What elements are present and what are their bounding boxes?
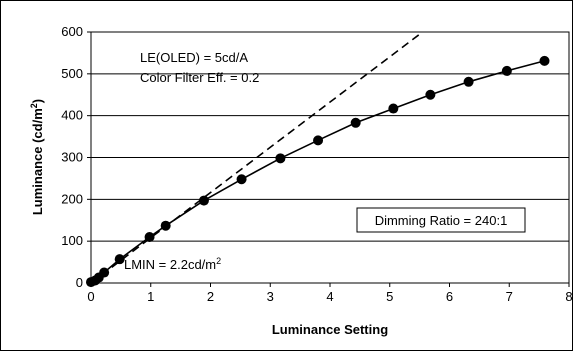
x-tick-label: 5 (386, 289, 393, 304)
x-tick-label: 7 (506, 289, 513, 304)
annotation-lmin: LMIN = 2.2cd/m2 (124, 256, 221, 272)
data-point (198, 195, 209, 206)
x-tick-label: 3 (267, 289, 274, 304)
annotation-lmin-superscript: 2 (216, 256, 221, 266)
y-tick-label: 600 (61, 24, 83, 39)
x-tick-label: 1 (147, 289, 154, 304)
axis-ticks: 0 100 200 300 400 500 600 0 1 2 3 4 5 6 7 8 (61, 24, 572, 304)
annotation-color-filter: Color Filter Eff. = 0.2 (140, 70, 259, 85)
data-point (144, 231, 155, 242)
annotation-dimming-ratio: Dimming Ratio = 240:1 (375, 213, 508, 228)
y-tick-label: 200 (61, 191, 83, 206)
y-tick-label: 0 (76, 275, 83, 290)
y-tick-label: 300 (61, 150, 83, 165)
data-point (388, 103, 399, 114)
data-point (236, 174, 247, 185)
y-tick-label: 500 (61, 66, 83, 81)
x-tick-label: 2 (207, 289, 214, 304)
dashed-reference-line (90, 31, 424, 284)
dimming-ratio-box (356, 207, 526, 233)
series-line (90, 60, 545, 283)
data-point (114, 254, 125, 265)
x-tick-label: 8 (565, 289, 572, 304)
y-tick-label: 100 (61, 233, 83, 248)
y-axis-title-superscript: 2 (29, 103, 39, 108)
x-axis-title: Luminance Setting (272, 322, 388, 337)
data-point (350, 117, 361, 128)
data-point (463, 76, 474, 87)
data-point (313, 135, 324, 146)
x-tick-label: 4 (326, 289, 333, 304)
data-point (539, 55, 550, 66)
data-point (501, 65, 512, 76)
data-point (425, 89, 436, 100)
y-axis-title: Luminance (cd/m2) (29, 99, 45, 215)
x-tick-label: 0 (87, 289, 94, 304)
data-point (275, 153, 286, 164)
x-tick-label: 6 (446, 289, 453, 304)
y-tick-label: 400 (61, 108, 83, 123)
grid-lines (91, 73, 569, 242)
annotation-le-oled: LE(OLED) = 5cd/A (140, 50, 248, 65)
series-group (86, 31, 550, 288)
